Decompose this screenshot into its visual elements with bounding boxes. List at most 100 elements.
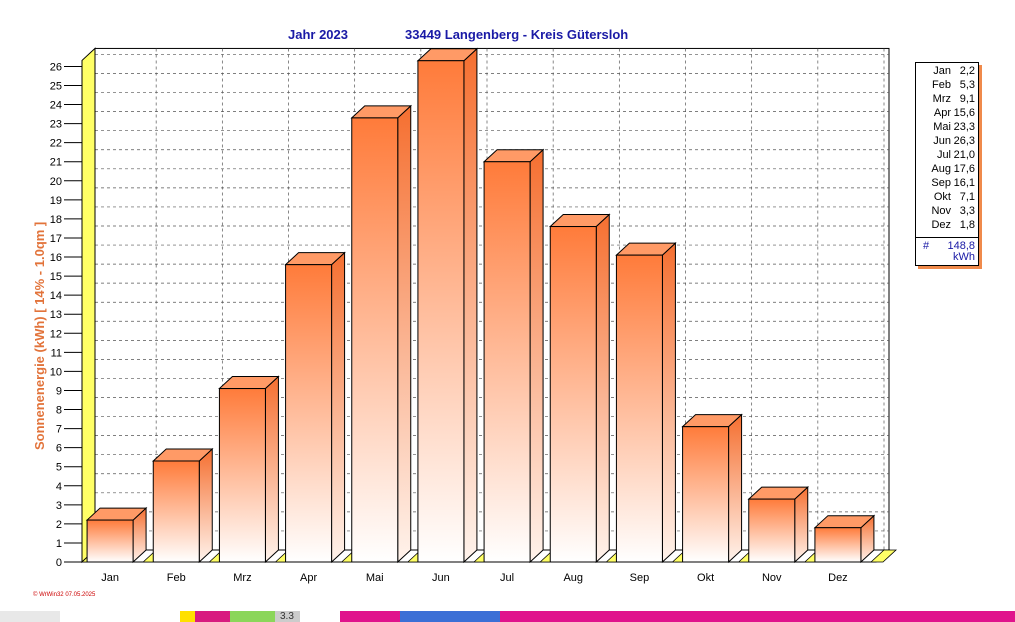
y-tick-label: 18 [50,214,62,226]
x-tick-label-jul: Jul [500,572,514,584]
bar-side-mai [397,104,412,564]
y-tick-label: 10 [50,366,62,378]
y-tick-label: 19 [50,195,62,207]
bar-side-feb [198,447,213,564]
y-tick-label: 20 [50,176,62,188]
y-tick-label: 26 [50,61,62,73]
legend-box: Jan 2,2 Feb 5,3 Mrz 9,1 Apr 15,6 Mai 23,3 Jun 26,3 J… [915,62,979,266]
legend-month: Jan [933,65,951,77]
y-tick-label: 11 [51,347,62,359]
bars-group [85,47,876,564]
legend-row: Okt 7,1 [916,191,978,205]
legend-month: Okt [933,191,951,203]
background-window-strip [0,611,1015,622]
legend-value: 23,3 [953,121,975,133]
legend-value: 15,6 [953,107,975,119]
y-tick-label: 15 [50,271,62,283]
y-tick-label: 21 [50,157,62,169]
legend-total-unit: kWh [953,251,975,263]
bar-sep [615,254,663,563]
bar-jan [86,519,134,563]
legend-month: Nov [931,205,951,217]
y-tick-label: 2 [56,519,62,531]
y-axis-label: Sonnenenergie (kWh) [ 14% - 1.0qm ] [32,222,47,450]
legend-row: Jul 21,0 [916,149,978,163]
legend-value: 2,2 [959,65,975,77]
x-tick-label-mrz: Mrz [233,572,251,584]
legend-row: Jun 26,3 [916,135,978,149]
legend-value: 17,6 [953,163,975,175]
bar-okt [682,426,730,563]
y-tick-label: 25 [50,81,62,93]
legend-month: Dez [931,219,951,231]
bar-side-jun [463,47,478,564]
y-tick-labels: 0123456789101112131415161718192021222324… [50,60,83,569]
bar-side-aug [595,213,610,564]
legend-value: 3,3 [959,205,975,217]
bar-jun [417,60,465,563]
y-tick-label: 3 [56,500,62,512]
bar-side-sep [661,241,676,564]
x-tick-label-apr: Apr [300,572,317,584]
bar-apr [285,264,333,563]
bar-feb [152,460,200,563]
y-tick-label: 13 [50,309,62,321]
legend-value: 21,0 [953,149,975,161]
plot-left-wall [81,47,96,564]
bar-mai [351,117,399,563]
x-tick-labels: Jan Feb Mrz Apr Mai Jun Jul Aug Sep Okt Nov Dez [101,572,847,584]
bar-side-jul [529,148,544,564]
y-tick-label: 5 [56,462,62,474]
y-tick-label: 23 [50,119,62,131]
legend-month: Apr [933,107,951,119]
footer-credit: © WrWin32 07.05.2025 [33,591,96,598]
legend-row: Nov 3,3 [916,205,978,219]
bar-side-nov [794,485,809,564]
legend-value: 16,1 [953,177,975,189]
x-tick-label-jan: Jan [101,572,119,584]
chart-title-location: 33449 Langenberg - Kreis Gütersloh [405,27,628,42]
x-tick-label-aug: Aug [563,572,583,584]
y-tick-label: 22 [50,138,62,150]
legend-row: Aug 17,6 [916,163,978,177]
x-tick-label-jun: Jun [432,572,450,584]
x-tick-label-feb: Feb [167,572,186,584]
x-tick-label-dez: Dez [828,572,848,584]
legend-value: 7,1 [959,191,975,203]
legend-month: Jun [933,135,951,147]
x-tick-label-sep: Sep [630,572,650,584]
legend-separator [916,237,978,238]
y-tick-label: 8 [56,405,62,417]
legend-value: 26,3 [953,135,975,147]
legend-row: Mrz 9,1 [916,93,978,107]
y-tick-label: 12 [50,328,62,340]
y-tick-label: 16 [50,252,62,264]
y-tick-label: 1 [56,538,62,550]
y-tick-label: 4 [56,481,62,493]
legend-month: Sep [931,177,951,189]
legend-row: Mai 23,3 [916,121,978,135]
y-tick-label: 24 [50,100,62,112]
x-tick-label-okt: Okt [697,572,714,584]
legend-month: Mai [933,121,951,133]
left-wall-face [81,47,96,564]
y-tick-label: 6 [56,443,62,455]
legend-row: Dez 1,8 [916,219,978,233]
bar-dez [814,527,862,563]
legend-total-value: 148,8 [947,240,975,252]
x-tick-label-nov: Nov [762,572,782,584]
chart-title-year: Jahr 2023 [288,27,348,42]
legend-month: Feb [932,79,951,91]
legend-month: Aug [931,163,951,175]
legend-row: Feb 5,3 [916,79,978,93]
background-strip-value: 3.3 [280,611,294,622]
legend-row: Sep 16,1 [916,177,978,191]
legend-value: 1,8 [959,219,975,231]
y-tick-label: 17 [50,233,62,245]
legend-month: Jul [936,149,951,161]
x-tick-label-mai: Mai [366,572,384,584]
legend-total-symbol: # [923,240,930,252]
bar-mrz [218,388,266,563]
bar-nov [748,498,796,563]
